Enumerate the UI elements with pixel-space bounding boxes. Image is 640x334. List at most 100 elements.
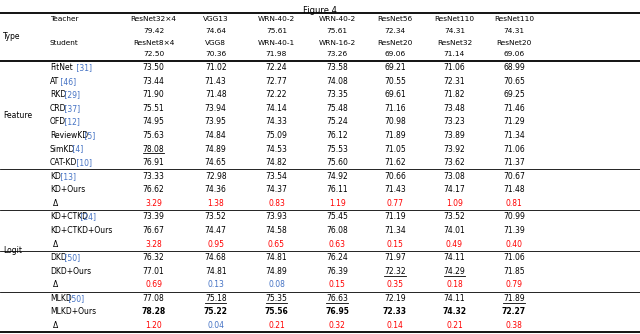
Text: 76.11: 76.11: [326, 185, 348, 194]
Text: 74.64: 74.64: [205, 28, 226, 34]
Text: 0.81: 0.81: [506, 199, 522, 208]
Text: 78.08: 78.08: [143, 145, 164, 154]
Text: [13]: [13]: [58, 172, 76, 181]
Text: 1.38: 1.38: [207, 199, 224, 208]
Text: 0.35: 0.35: [387, 280, 403, 289]
Text: 74.33: 74.33: [266, 117, 287, 126]
Text: 71.29: 71.29: [503, 117, 525, 126]
Text: [50]: [50]: [62, 253, 80, 262]
Text: 72.27: 72.27: [502, 308, 526, 316]
Text: 73.50: 73.50: [143, 63, 164, 72]
Text: 70.67: 70.67: [503, 172, 525, 181]
Text: 72.34: 72.34: [384, 28, 406, 34]
Text: 73.92: 73.92: [444, 145, 465, 154]
Text: 74.92: 74.92: [326, 172, 348, 181]
Text: 0.15: 0.15: [387, 239, 403, 248]
Text: 73.48: 73.48: [444, 104, 465, 113]
Text: 0.63: 0.63: [329, 239, 346, 248]
Text: 0.21: 0.21: [446, 321, 463, 330]
Text: 75.63: 75.63: [143, 131, 164, 140]
Text: 70.36: 70.36: [205, 51, 227, 57]
Text: 74.37: 74.37: [266, 185, 287, 194]
Text: 71.16: 71.16: [384, 104, 406, 113]
Text: ReviewKD: ReviewKD: [50, 131, 88, 140]
Text: 73.54: 73.54: [266, 172, 287, 181]
Text: [24]: [24]: [78, 212, 96, 221]
Text: 75.61: 75.61: [266, 28, 287, 34]
Text: 0.15: 0.15: [329, 280, 346, 289]
Text: KD: KD: [50, 172, 61, 181]
Text: KD+CTKD: KD+CTKD: [50, 212, 88, 221]
Text: 72.33: 72.33: [383, 308, 407, 316]
Text: 71.48: 71.48: [503, 185, 525, 194]
Text: 76.62: 76.62: [143, 185, 164, 194]
Text: ResNet56: ResNet56: [378, 16, 412, 22]
Text: 75.24: 75.24: [326, 117, 348, 126]
Text: 70.65: 70.65: [503, 77, 525, 86]
Text: 74.17: 74.17: [444, 185, 465, 194]
Text: 75.09: 75.09: [266, 131, 287, 140]
Text: [31]: [31]: [74, 63, 92, 72]
Text: 73.94: 73.94: [205, 104, 227, 113]
Text: 71.90: 71.90: [143, 90, 164, 99]
Text: 76.63: 76.63: [326, 294, 348, 303]
Text: Δ: Δ: [53, 239, 58, 248]
Text: 75.56: 75.56: [264, 308, 289, 316]
Text: 0.14: 0.14: [387, 321, 403, 330]
Text: ResNet20: ResNet20: [377, 39, 413, 45]
Text: 71.06: 71.06: [503, 145, 525, 154]
Text: 74.36: 74.36: [205, 185, 227, 194]
Text: 74.47: 74.47: [205, 226, 227, 235]
Text: VGG8: VGG8: [205, 39, 226, 45]
Text: 3.28: 3.28: [145, 239, 162, 248]
Text: 73.39: 73.39: [143, 212, 164, 221]
Text: 70.98: 70.98: [384, 117, 406, 126]
Text: 75.61: 75.61: [326, 28, 348, 34]
Text: Feature: Feature: [3, 111, 33, 120]
Text: 74.95: 74.95: [143, 117, 164, 126]
Text: MLKD+Ours: MLKD+Ours: [50, 308, 96, 316]
Text: ResNet110: ResNet110: [494, 16, 534, 22]
Text: 69.06: 69.06: [503, 51, 525, 57]
Text: Type: Type: [3, 32, 20, 41]
Text: DKD+Ours: DKD+Ours: [50, 267, 91, 276]
Text: 71.89: 71.89: [503, 294, 525, 303]
Text: 76.24: 76.24: [326, 253, 348, 262]
Text: 74.29: 74.29: [444, 267, 465, 276]
Text: 70.55: 70.55: [384, 77, 406, 86]
Text: KD+Ours: KD+Ours: [50, 185, 85, 194]
Text: 0.18: 0.18: [446, 280, 463, 289]
Text: 74.84: 74.84: [205, 131, 227, 140]
Text: 71.39: 71.39: [503, 226, 525, 235]
Text: 0.79: 0.79: [506, 280, 522, 289]
Text: 73.89: 73.89: [444, 131, 465, 140]
Text: 76.67: 76.67: [143, 226, 164, 235]
Text: 68.99: 68.99: [503, 63, 525, 72]
Text: KD+CTKD+Ours: KD+CTKD+Ours: [50, 226, 112, 235]
Text: 71.14: 71.14: [444, 51, 465, 57]
Text: 0.95: 0.95: [207, 239, 224, 248]
Text: 0.38: 0.38: [506, 321, 522, 330]
Text: 76.12: 76.12: [326, 131, 348, 140]
Text: 74.32: 74.32: [442, 308, 467, 316]
Text: 72.24: 72.24: [266, 63, 287, 72]
Text: 75.60: 75.60: [326, 158, 348, 167]
Text: 0.32: 0.32: [329, 321, 346, 330]
Text: RKD: RKD: [50, 90, 66, 99]
Text: 74.01: 74.01: [444, 226, 465, 235]
Text: 73.23: 73.23: [444, 117, 465, 126]
Text: Δ: Δ: [53, 280, 58, 289]
Text: OFD: OFD: [50, 117, 66, 126]
Text: [10]: [10]: [74, 158, 92, 167]
Text: [12]: [12]: [62, 117, 80, 126]
Text: 72.98: 72.98: [205, 172, 227, 181]
Text: 74.58: 74.58: [266, 226, 287, 235]
Text: 74.11: 74.11: [444, 294, 465, 303]
Text: 3.29: 3.29: [145, 199, 162, 208]
Text: 72.31: 72.31: [444, 77, 465, 86]
Text: 74.31: 74.31: [444, 28, 465, 34]
Text: 71.48: 71.48: [205, 90, 227, 99]
Text: 71.34: 71.34: [384, 226, 406, 235]
Text: 76.91: 76.91: [143, 158, 164, 167]
Text: 0.69: 0.69: [145, 280, 162, 289]
